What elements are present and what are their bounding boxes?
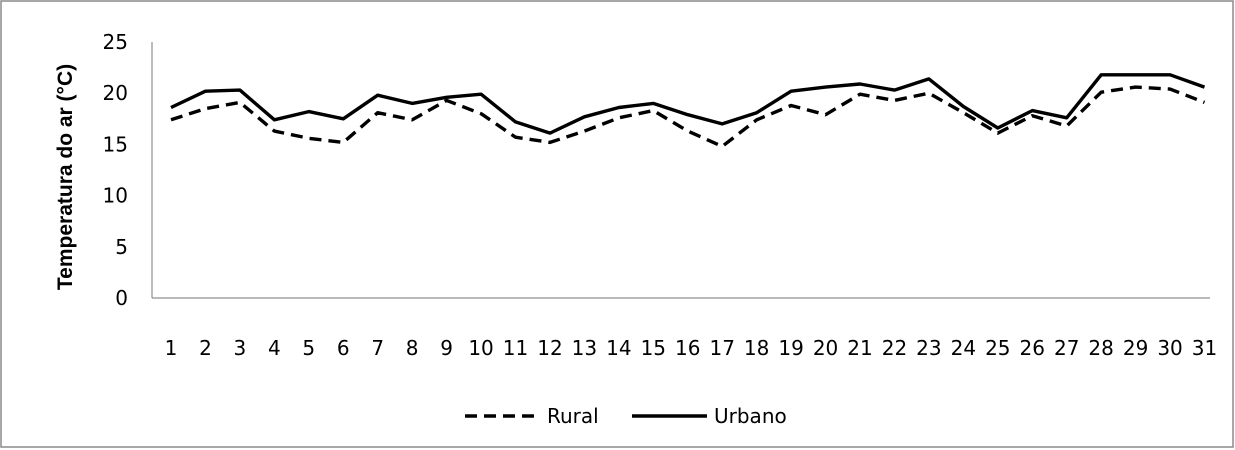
x-tick-label: 21 xyxy=(847,336,872,360)
x-tick-label: 6 xyxy=(337,336,350,360)
x-tick-label: 14 xyxy=(606,336,631,360)
x-tick-label: 16 xyxy=(675,336,700,360)
x-tick-label: 8 xyxy=(406,336,419,360)
x-tick-label: 15 xyxy=(641,336,666,360)
x-tick-label: 18 xyxy=(744,336,769,360)
legend: Rural Urbano xyxy=(465,404,787,428)
y-tick-label: 15 xyxy=(103,132,128,156)
x-tick-label: 19 xyxy=(778,336,803,360)
y-tick-label: 0 xyxy=(115,286,128,310)
x-tick-label: 27 xyxy=(1054,336,1079,360)
legend-label-urbano: Urbano xyxy=(714,404,787,428)
x-tick-label: 20 xyxy=(813,336,838,360)
series-line-urbano xyxy=(170,73,1206,135)
y-tick-label: 25 xyxy=(103,30,128,54)
legend-label-rural: Rural xyxy=(547,404,599,428)
x-tick-label: 1 xyxy=(165,336,178,360)
x-tick-label: 17 xyxy=(709,336,734,360)
y-axis-title: Temperatura do ar (°C) xyxy=(54,64,77,290)
x-tick-label: 13 xyxy=(572,336,597,360)
x-tick-label: 28 xyxy=(1088,336,1113,360)
x-tick-label: 4 xyxy=(268,336,281,360)
y-tick-label: 20 xyxy=(103,81,128,105)
y-tick-label: 10 xyxy=(103,184,128,208)
x-tick-label: 23 xyxy=(916,336,941,360)
x-tick-label: 7 xyxy=(371,336,384,360)
x-tick-label: 22 xyxy=(882,336,907,360)
x-tick-label: 31 xyxy=(1192,336,1217,360)
x-tick-label: 5 xyxy=(302,336,315,360)
x-tick-label: 12 xyxy=(537,336,562,360)
x-tick-labels: 1 2 3 4 5 6 7 8 9 10 11 12 13 14 15 16 17 18 19 20 21 22 23 24 2… xyxy=(165,336,1218,360)
series-group xyxy=(170,73,1206,149)
x-tick-label: 26 xyxy=(1020,336,1045,360)
x-tick-label: 25 xyxy=(985,336,1010,360)
x-tick-label: 9 xyxy=(440,336,453,360)
x-tick-label: 10 xyxy=(468,336,493,360)
x-tick-label: 29 xyxy=(1123,336,1148,360)
x-tick-label: 3 xyxy=(234,336,247,360)
x-tick-label: 11 xyxy=(503,336,528,360)
x-tick-label: 30 xyxy=(1157,336,1182,360)
y-tick-label: 5 xyxy=(115,235,128,259)
y-tick-labels: 0 5 10 15 20 25 xyxy=(103,30,128,310)
x-tick-label: 2 xyxy=(199,336,212,360)
x-tick-label: 24 xyxy=(951,336,976,360)
series-line-rural xyxy=(170,85,1206,149)
